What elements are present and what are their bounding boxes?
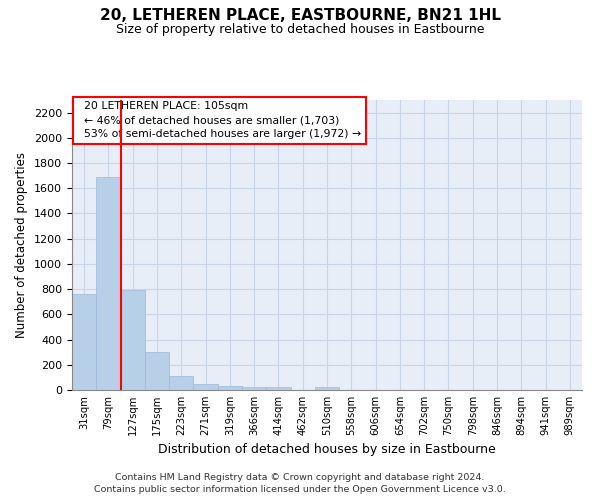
Bar — [96, 177, 121, 390]
Text: 20, LETHEREN PLACE, EASTBOURNE, BN21 1HL: 20, LETHEREN PLACE, EASTBOURNE, BN21 1HL — [100, 8, 500, 22]
Bar — [193, 384, 218, 390]
Text: 20 LETHEREN PLACE: 105sqm
  ← 46% of detached houses are smaller (1,703)
  53% o: 20 LETHEREN PLACE: 105sqm ← 46% of detac… — [77, 102, 361, 140]
Bar — [121, 290, 145, 390]
Bar — [266, 388, 290, 390]
Bar — [145, 352, 169, 390]
Y-axis label: Number of detached properties: Number of detached properties — [16, 152, 28, 338]
Bar — [218, 386, 242, 390]
Text: Size of property relative to detached houses in Eastbourne: Size of property relative to detached ho… — [116, 22, 484, 36]
Text: Contains public sector information licensed under the Open Government Licence v3: Contains public sector information licen… — [94, 485, 506, 494]
Bar — [169, 376, 193, 390]
Bar — [72, 294, 96, 390]
Text: Distribution of detached houses by size in Eastbourne: Distribution of detached houses by size … — [158, 442, 496, 456]
Text: Contains HM Land Registry data © Crown copyright and database right 2024.: Contains HM Land Registry data © Crown c… — [115, 472, 485, 482]
Bar — [242, 387, 266, 390]
Bar — [315, 388, 339, 390]
